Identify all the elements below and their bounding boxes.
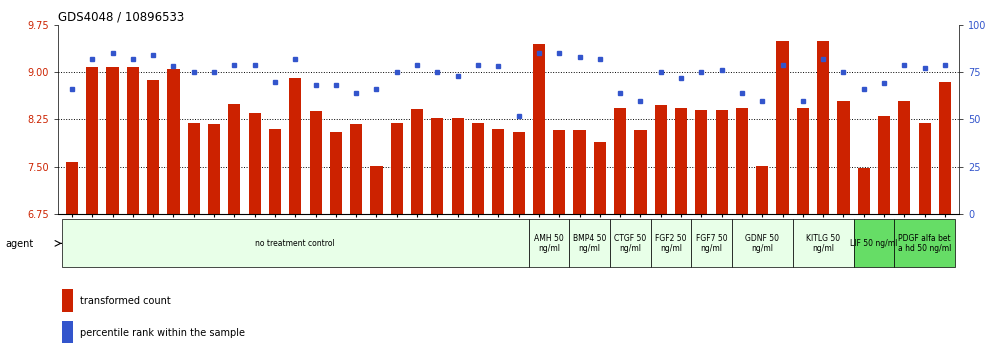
Bar (63, 289, 73, 312)
Text: PDGF alfa bet
a hd 50 ng/ml: PDGF alfa bet a hd 50 ng/ml (898, 234, 951, 253)
Bar (715, 110, 728, 214)
Bar (492, 129, 504, 214)
Bar (634, 130, 646, 214)
Text: CTGF 50
ng/ml: CTGF 50 ng/ml (615, 234, 646, 253)
Bar (553, 130, 566, 214)
Bar (411, 109, 423, 214)
Bar (732, 219, 793, 267)
Bar (777, 41, 789, 214)
Bar (249, 113, 261, 214)
Bar (654, 105, 666, 214)
Text: LIF 50 ng/ml: LIF 50 ng/ml (851, 239, 897, 248)
Text: GDS4048 / 10896533: GDS4048 / 10896533 (58, 11, 184, 24)
Bar (614, 108, 626, 214)
Bar (269, 129, 281, 214)
Bar (62, 219, 529, 267)
Bar (594, 142, 606, 214)
Bar (147, 80, 159, 214)
Bar (126, 67, 139, 214)
Bar (894, 219, 955, 267)
Text: BMP4 50
ng/ml: BMP4 50 ng/ml (573, 234, 607, 253)
Bar (351, 124, 363, 214)
Bar (390, 122, 403, 214)
Bar (371, 166, 382, 214)
Text: FGF2 50
ng/ml: FGF2 50 ng/ml (655, 234, 686, 253)
Bar (898, 101, 910, 214)
Bar (529, 219, 570, 267)
Bar (187, 122, 200, 214)
Bar (797, 108, 809, 214)
Bar (87, 67, 99, 214)
Bar (310, 111, 322, 214)
Bar (939, 82, 951, 214)
Bar (793, 219, 854, 267)
Bar (675, 108, 687, 214)
Bar (817, 41, 830, 214)
Bar (838, 101, 850, 214)
Bar (472, 122, 484, 214)
Bar (66, 162, 78, 214)
Bar (695, 110, 707, 214)
Text: GDNF 50
ng/ml: GDNF 50 ng/ml (745, 234, 779, 253)
Bar (431, 118, 443, 214)
Bar (167, 69, 179, 214)
Bar (650, 219, 691, 267)
Text: agent: agent (5, 239, 33, 249)
Bar (289, 79, 302, 214)
Bar (854, 219, 894, 267)
Text: percentile rank within the sample: percentile rank within the sample (81, 328, 245, 338)
Bar (63, 321, 73, 343)
Bar (610, 219, 650, 267)
Bar (858, 168, 870, 214)
Bar (513, 132, 525, 214)
Text: KITLG 50
ng/ml: KITLG 50 ng/ml (806, 234, 841, 253)
Bar (756, 166, 768, 214)
Bar (691, 219, 732, 267)
Bar (574, 130, 586, 214)
Bar (330, 132, 342, 214)
Bar (228, 104, 240, 214)
Text: no treatment control: no treatment control (255, 239, 336, 248)
Text: transformed count: transformed count (81, 296, 171, 306)
Bar (570, 219, 610, 267)
Bar (533, 44, 545, 214)
Bar (107, 67, 119, 214)
Bar (451, 118, 464, 214)
Bar (208, 124, 220, 214)
Text: AMH 50
ng/ml: AMH 50 ng/ml (534, 234, 564, 253)
Bar (918, 122, 930, 214)
Bar (877, 116, 890, 214)
Text: FGF7 50
ng/ml: FGF7 50 ng/ml (695, 234, 727, 253)
Bar (736, 108, 748, 214)
